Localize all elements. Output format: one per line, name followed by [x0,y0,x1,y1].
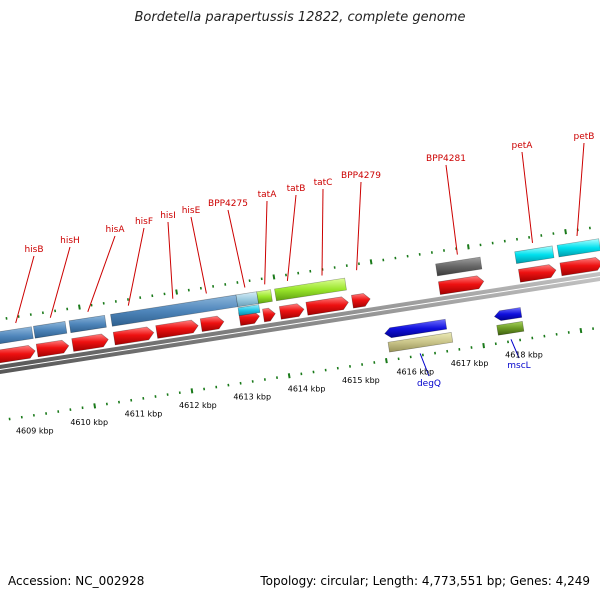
cog-forward-segment [68,314,107,334]
outer-ruler-tick [564,229,567,235]
gene-label-reverse: mscL [507,361,530,371]
gene-label-forward: BPP4279 [341,171,381,181]
gene-label-forward: hisA [105,225,125,235]
cog-forward-subsegment [237,304,261,317]
gene-label-forward: BPP4281 [426,154,466,164]
cog-reverse-segment [496,321,525,336]
leader-line-layer [15,142,585,377]
inner-ruler-tick [287,373,291,379]
gene-label-forward: tatB [287,184,306,194]
outer-ruler-tick [272,274,276,280]
axis-tick-label: 4617 kbp [451,359,489,368]
cds-forward-arrow [278,303,305,320]
cog-forward-segment [274,277,347,302]
cds-forward-arrow [559,257,600,277]
gene-leader-line [419,353,430,377]
axis-tick-label: 4612 kbp [179,401,217,410]
gene-leader-line [190,216,207,294]
inner-ruler-tick [482,342,485,349]
gene-leader-line [321,188,324,276]
gene-leader-line [356,181,362,271]
gene-label-forward: hisB [24,245,43,255]
cds-forward-arrow [0,345,36,364]
cds-forward-arrow [305,296,349,316]
gene-leader-line [87,235,116,312]
gene-leader-line [286,194,297,281]
backbone-line-inner [0,276,600,375]
inner-ruler-tick [385,358,388,364]
cog-forward-segment [435,256,483,277]
axis-tick-label: 4616 kbp [396,367,434,376]
gene-label-forward: hisF [135,217,153,227]
cds-forward-arrow [71,333,109,352]
cog-forward-segment [235,291,259,308]
cog-forward-segment [256,289,273,304]
gene-leader-line [445,164,458,255]
cds-forward-arrow [262,307,276,323]
cog-forward-segment [514,245,555,264]
cds-forward-arrow [438,275,485,295]
axis-tick-label: 4613 kbp [233,393,271,402]
gene-leader-line [510,339,520,359]
gene-label-forward: petB [574,132,595,142]
cds-forward-arrow [518,264,557,283]
axis-tick-label: 4614 kbp [288,384,326,393]
inner-ruler-tick [190,388,194,394]
inner-ruler-tick [579,327,583,334]
outer-ruler-tick [78,304,81,310]
backbone-layer [0,271,600,375]
label-layer: 4609 kbp 4610 kbp 4611 kbp 4612 kbp 4613 kbp… [16,132,595,435]
topology-stats-text: Topology: circular; Length: 4,773,551 bp… [260,574,590,588]
outer-ruler-tick [369,259,373,265]
accession-text: Accession: NC_002928 [8,574,145,588]
gene-label-forward: tatA [258,190,278,200]
gene-label-forward: tatC [314,178,333,188]
gene-leader-line [521,151,533,243]
cog-forward-segment [0,326,34,344]
axis-tick-label: 4618 kbp [505,351,543,360]
cog-reverse-segment [387,332,454,353]
feature-layer [0,238,600,364]
inner-ruler-tick [93,403,97,409]
axis-tick-label: 4611 kbp [125,410,163,419]
gene-label-reverse: degQ [417,379,441,389]
gene-leader-line [576,142,585,237]
cds-forward-arrow [35,339,70,358]
gene-label-forward: hisH [60,236,80,246]
cds-reverse-arrow [493,307,523,321]
cds-reverse-arrow [384,318,448,339]
gene-label-forward: BPP4275 [208,199,248,209]
gene-label-forward: hisE [182,206,201,216]
axis-tick-label: 4615 kbp [342,376,380,385]
gene-label-forward: petA [512,141,534,151]
axis-tick-label: 4609 kbp [16,426,54,435]
gene-leader-line [227,209,246,288]
cds-forward-arrow [155,319,199,339]
cds-forward-arrow [199,315,225,332]
cog-forward-segment [556,238,600,258]
page-title: Bordetella parapertussis 12822, complete… [134,10,466,25]
gene-label-forward: hisI [160,211,176,221]
backbone-line-outer [0,271,600,369]
gene-leader-line [264,200,268,285]
gene-leader-line [167,221,174,299]
gene-leader-line [49,246,71,318]
axis-tick-label: 4610 kbp [70,418,108,427]
gene-leader-line [127,227,145,306]
cog-forward-segment [33,321,68,339]
cds-forward-arrow [112,326,155,346]
gene-leader-line [15,255,35,324]
outer-ruler-tick [467,244,470,250]
cds-forward-arrow [351,293,371,309]
outer-ruler-tick [175,289,178,295]
